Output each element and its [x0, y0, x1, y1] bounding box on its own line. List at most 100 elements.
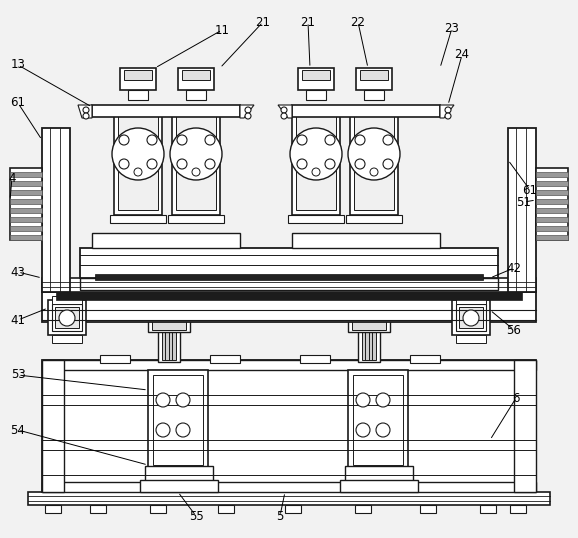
- Bar: [42, 482, 536, 492]
- Text: 61: 61: [523, 183, 538, 196]
- Bar: [10, 168, 42, 240]
- Bar: [52, 335, 82, 343]
- Bar: [510, 505, 526, 513]
- Bar: [218, 505, 234, 513]
- Text: 13: 13: [10, 59, 25, 72]
- Text: 21: 21: [255, 16, 271, 29]
- Circle shape: [325, 159, 335, 169]
- Text: 56: 56: [506, 323, 521, 336]
- Bar: [124, 70, 152, 80]
- Text: 4: 4: [8, 172, 16, 185]
- Bar: [340, 480, 418, 492]
- Text: 6: 6: [512, 392, 520, 405]
- Bar: [150, 505, 166, 513]
- Bar: [52, 304, 82, 331]
- Bar: [300, 355, 330, 363]
- Bar: [420, 505, 436, 513]
- Bar: [452, 300, 490, 335]
- Bar: [114, 110, 162, 215]
- Bar: [10, 235, 42, 240]
- Circle shape: [445, 113, 451, 119]
- Text: 21: 21: [301, 16, 316, 29]
- Circle shape: [245, 107, 251, 113]
- Bar: [354, 115, 394, 210]
- Circle shape: [134, 168, 142, 176]
- Bar: [168, 215, 224, 223]
- Text: 51: 51: [517, 195, 531, 209]
- Text: 53: 53: [10, 369, 25, 381]
- Circle shape: [177, 135, 187, 145]
- Circle shape: [192, 168, 200, 176]
- Circle shape: [177, 159, 187, 169]
- Bar: [118, 115, 158, 210]
- Bar: [48, 300, 86, 335]
- Text: 22: 22: [350, 16, 365, 29]
- Text: 5: 5: [276, 509, 284, 522]
- Circle shape: [176, 393, 190, 407]
- Bar: [52, 296, 82, 304]
- Bar: [176, 115, 216, 210]
- Bar: [292, 233, 440, 248]
- Circle shape: [112, 128, 164, 180]
- Circle shape: [383, 135, 393, 145]
- Bar: [360, 70, 388, 80]
- Bar: [356, 68, 392, 90]
- Bar: [536, 172, 568, 177]
- Bar: [352, 320, 386, 330]
- Bar: [10, 190, 42, 195]
- Bar: [140, 480, 218, 492]
- Circle shape: [356, 393, 370, 407]
- Bar: [128, 90, 148, 100]
- Bar: [536, 208, 568, 213]
- Circle shape: [355, 159, 365, 169]
- Bar: [10, 172, 42, 177]
- Circle shape: [348, 128, 400, 180]
- Bar: [288, 215, 344, 223]
- Circle shape: [147, 135, 157, 145]
- Bar: [42, 360, 536, 492]
- Text: 61: 61: [10, 96, 25, 110]
- Circle shape: [297, 135, 307, 145]
- Bar: [42, 292, 536, 322]
- Bar: [110, 215, 166, 223]
- Bar: [306, 90, 326, 100]
- Text: 41: 41: [10, 314, 25, 327]
- Circle shape: [376, 423, 390, 437]
- Text: 54: 54: [10, 423, 25, 436]
- Circle shape: [445, 107, 451, 113]
- Bar: [536, 226, 568, 231]
- Bar: [42, 128, 70, 292]
- Circle shape: [170, 128, 222, 180]
- Circle shape: [290, 128, 342, 180]
- Bar: [456, 296, 486, 304]
- Bar: [355, 505, 371, 513]
- Bar: [10, 199, 42, 204]
- Text: 43: 43: [10, 265, 25, 279]
- Circle shape: [205, 135, 215, 145]
- Bar: [90, 505, 106, 513]
- Circle shape: [119, 159, 129, 169]
- Bar: [456, 304, 486, 331]
- Circle shape: [245, 113, 251, 119]
- Circle shape: [325, 135, 335, 145]
- Bar: [92, 105, 240, 117]
- Bar: [152, 320, 186, 330]
- Bar: [536, 181, 568, 186]
- Circle shape: [83, 107, 89, 113]
- Circle shape: [59, 310, 75, 326]
- Bar: [298, 68, 334, 90]
- Bar: [56, 292, 522, 300]
- Text: 23: 23: [444, 22, 460, 34]
- Circle shape: [356, 423, 370, 437]
- Bar: [45, 505, 61, 513]
- Bar: [348, 318, 390, 332]
- Bar: [353, 375, 403, 465]
- Circle shape: [370, 168, 378, 176]
- Circle shape: [176, 423, 190, 437]
- Bar: [80, 278, 498, 290]
- Bar: [42, 360, 64, 492]
- Circle shape: [83, 113, 89, 119]
- Bar: [350, 110, 398, 215]
- Text: 11: 11: [214, 24, 229, 37]
- Bar: [480, 505, 496, 513]
